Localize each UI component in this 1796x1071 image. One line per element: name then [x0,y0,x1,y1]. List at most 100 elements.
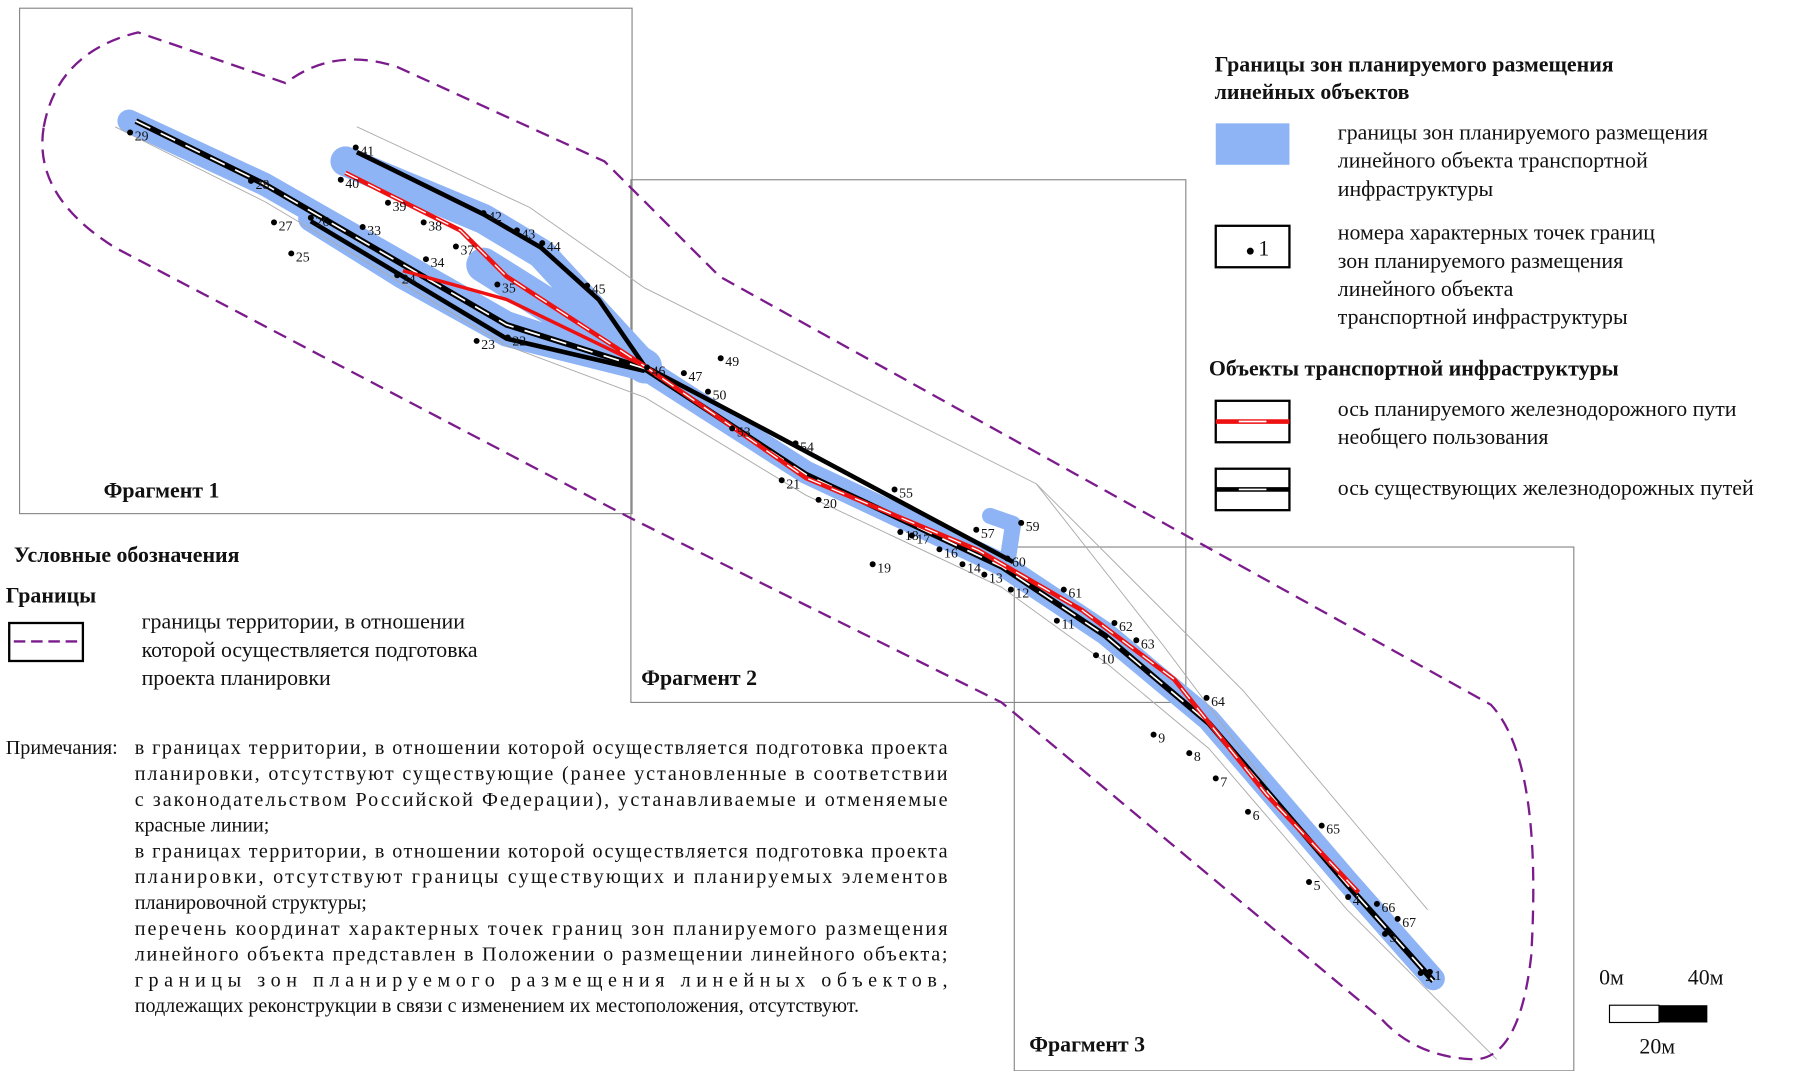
point-dot [584,282,591,289]
point-label: 43 [522,226,536,241]
note-line: красные линии; [135,815,270,837]
point-dot [1150,731,1157,738]
point-label: 25 [296,249,310,264]
point-dot [480,210,487,217]
point-label: 46 [652,363,666,378]
point-label: 62 [1119,619,1133,634]
conventions: Условные обозначения Границы [6,543,240,663]
point-label: 29 [135,129,149,144]
point-label: 59 [1026,519,1040,534]
note-line: планировки, отсутствуют границы существу… [135,866,948,888]
point-label: 2 [1425,969,1432,984]
point-dot [1007,586,1014,593]
point-dot [539,240,546,247]
point-label: 35 [502,281,516,296]
point-label: 19 [877,560,891,575]
boundary-swatch [8,621,85,663]
existing-label: ось существующих железнодорожных путей [1338,476,1754,500]
zone-label: инфраструктуры [1338,177,1494,201]
point-label: 13 [989,571,1003,586]
point-dot [1111,620,1118,626]
point-dot [1004,555,1011,562]
survey-lines [114,126,1497,1060]
point-label: 41 [360,144,374,159]
boundary-label: границы территории, в отношении [142,610,466,634]
point-label: 9 [1158,731,1165,746]
point-dot [1203,694,1210,701]
conventions-title: Условные обозначения [14,543,240,567]
point-label: 61 [1068,586,1082,601]
point-dot [1394,915,1401,922]
point-label: 12 [1015,586,1029,601]
point-label: 45 [592,282,606,297]
point-label: 38 [428,218,442,233]
boundaries-title: Границы [6,583,96,607]
point-dot [473,337,480,344]
point-label: 63 [1141,636,1155,651]
note-line: перечень координат характерных точек гра… [135,918,948,940]
point-dot [1053,617,1060,624]
point-label: 7 [1220,774,1227,789]
scale-end: 40м [1688,966,1724,990]
point-dot [908,532,915,539]
point-label: 37 [461,243,475,258]
point-label: 54 [800,439,814,454]
note-line: в границах территории, в отношении котор… [135,840,948,862]
point-label: 47 [688,369,702,384]
point-label: 65 [1326,822,1340,837]
point-dot [1417,969,1424,976]
fragment-label: Фрагмент 2 [641,666,757,690]
point-label: 66 [1382,900,1396,915]
zone-label: границы зон планируемого размещения [1338,120,1708,144]
scale-white [1608,1004,1660,1024]
point-dot [1318,822,1325,829]
point-dot [1060,586,1067,593]
point-label: 22 [512,334,526,349]
point-label: 49 [725,354,739,369]
point-label: 57 [981,526,995,541]
point-swatch [1214,224,1291,269]
point-dot [869,561,876,568]
point-label: 11 [1061,617,1074,632]
point-label: 39 [393,199,407,214]
point-dot [705,388,712,395]
note-line: планировочной структуры; [135,892,367,914]
point-dot [384,199,391,206]
point-dot [792,440,799,447]
point-label: 50 [713,388,727,403]
notes-label: Примечания: [6,737,118,759]
point-label: 1 [1434,968,1441,983]
point-dot [494,281,501,288]
point-label: 24 [402,271,416,286]
point-label: 17 [916,532,930,547]
scale-mid: 20м [1639,1035,1675,1059]
point-label: 33 [367,223,381,238]
point-dot [1244,808,1251,815]
point-label: 20 [823,496,837,511]
transport-title: Объекты транспортной инфраструктуры [1209,356,1619,380]
point-label: 14 [967,560,981,575]
point-dot [729,425,736,432]
point-dot [680,370,687,377]
point-dot [288,250,295,257]
point-dot [307,214,314,221]
point-dot [420,219,427,226]
point-dot [815,496,822,503]
planned-label: необщего пользования [1338,425,1549,449]
point-label: 28 [256,177,270,192]
point-label: 27 [279,218,293,233]
point-label: 26 [315,214,329,229]
point-label: 8 [1194,749,1201,764]
note-line: подлежащих реконструкции в связи с измен… [135,995,859,1017]
point-label: 60 [1012,555,1026,570]
fragment-label: Фрагмент 3 [1029,1032,1145,1056]
boundary-label: которой осуществляется подготовка [142,638,478,662]
point-swatch-dot [1246,247,1254,255]
point-dot [452,243,459,250]
point-dot [1018,519,1025,526]
point-dot [504,334,511,341]
zone-label: линейного объекта транспортной [1338,149,1648,173]
legend: 1 Объекты транспортной инфраструктуры ос… [1209,123,1754,512]
